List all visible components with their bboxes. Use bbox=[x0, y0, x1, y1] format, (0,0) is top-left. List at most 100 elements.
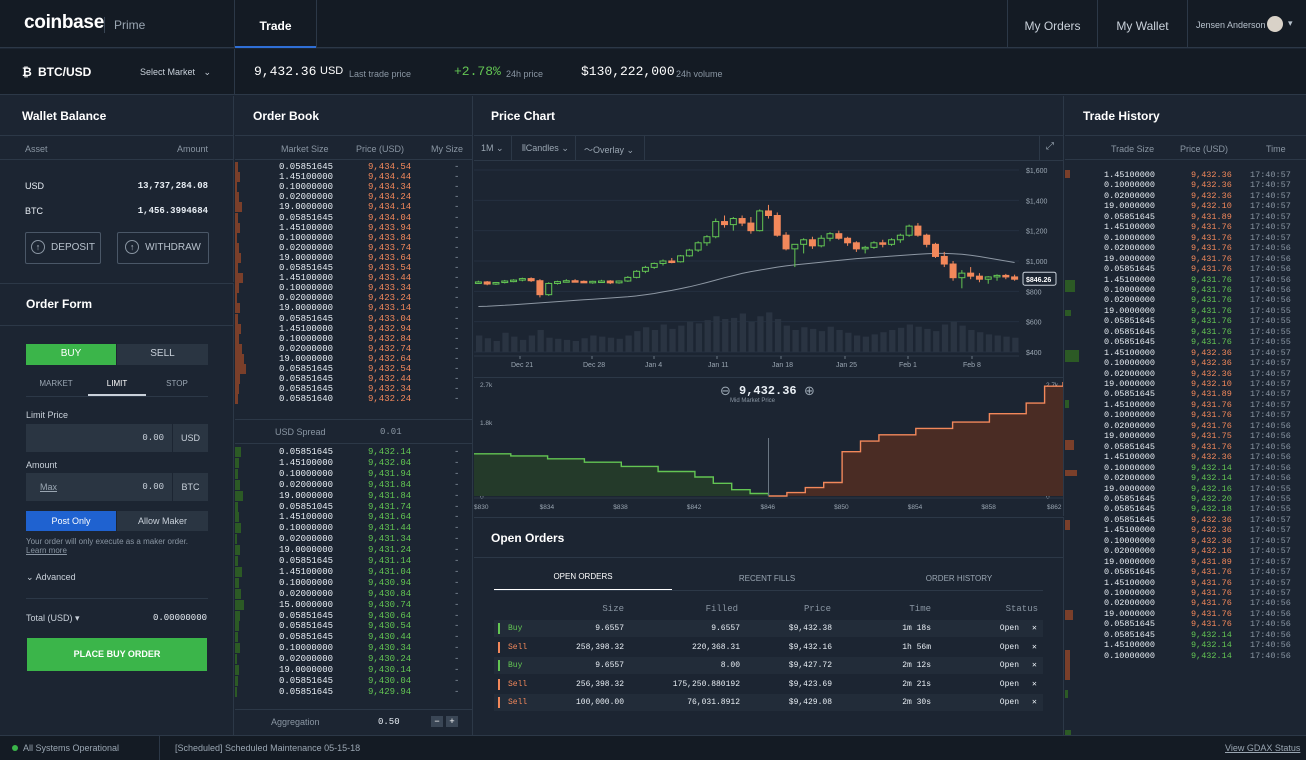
tab-recent-fills[interactable]: RECENT FILLS bbox=[738, 574, 796, 583]
ask-row[interactable]: 0.10000000 9,434.34 - bbox=[235, 182, 472, 193]
aggregation-increase-button[interactable]: + bbox=[446, 716, 458, 727]
bid-row[interactable]: 0.10000000 9,430.94 - bbox=[235, 578, 472, 589]
trade-row[interactable]: 0.02000000 9,432.36 17:40:57 bbox=[1065, 369, 1306, 380]
trade-row[interactable]: 1.45100000 9,432.36 17:40:57 bbox=[1065, 525, 1306, 536]
trade-row[interactable]: 0.10000000 9,432.14 17:40:56 bbox=[1065, 651, 1306, 662]
trade-row[interactable]: 0.05851645 9,432.14 17:40:56 bbox=[1065, 630, 1306, 641]
trade-row[interactable]: 0.05851645 9,431.76 17:40:56 bbox=[1065, 619, 1306, 630]
ask-row[interactable]: 0.05851640 9,432.24 - bbox=[235, 394, 472, 405]
avatar[interactable] bbox=[1267, 16, 1283, 32]
trade-row[interactable]: 0.02000000 9,431.76 17:40:56 bbox=[1065, 295, 1306, 306]
trade-row[interactable]: 19.0000000 9,431.76 17:40:56 bbox=[1065, 254, 1306, 265]
ask-row[interactable]: 0.05851645 9,434.04 - bbox=[235, 213, 472, 224]
bid-row[interactable]: 19.0000000 9,431.24 - bbox=[235, 545, 472, 556]
tab-open-orders[interactable]: OPEN ORDERS bbox=[494, 572, 672, 591]
open-order-row[interactable]: Buy 9.6557 8.00 $9,427.72 2m 12s Open ✕ bbox=[494, 657, 1043, 674]
trade-row[interactable]: 19.0000000 9,432.10 17:40:57 bbox=[1065, 201, 1306, 212]
trade-row[interactable]: 19.0000000 9,431.89 17:40:57 bbox=[1065, 557, 1306, 568]
bid-row[interactable]: 1.45100000 9,431.04 - bbox=[235, 567, 472, 578]
bid-row[interactable]: 0.05851645 9,430.04 - bbox=[235, 676, 472, 687]
trade-row[interactable]: 1.45100000 9,431.76 17:40:57 bbox=[1065, 400, 1306, 411]
trade-row[interactable]: 0.05851645 9,431.76 17:40:55 bbox=[1065, 327, 1306, 338]
bid-row[interactable]: 1.45100000 9,432.04 - bbox=[235, 458, 472, 469]
bid-row[interactable]: 0.05851645 9,430.44 - bbox=[235, 632, 472, 643]
ask-row[interactable]: 0.05851645 9,434.54 - bbox=[235, 162, 472, 173]
trade-row[interactable]: 0.02000000 9,432.14 17:40:56 bbox=[1065, 473, 1306, 484]
ask-row[interactable]: 19.0000000 9,432.64 - bbox=[235, 354, 472, 365]
trade-row[interactable]: 19.0000000 9,431.76 17:40:56 bbox=[1065, 609, 1306, 620]
ask-row[interactable]: 0.05851645 9,432.44 - bbox=[235, 374, 472, 385]
bid-row[interactable]: 0.10000000 9,430.34 - bbox=[235, 643, 472, 654]
expand-icon[interactable]: ⤢ bbox=[1046, 141, 1054, 152]
trade-row[interactable]: 0.02000000 9,432.16 17:40:57 bbox=[1065, 546, 1306, 557]
bid-row[interactable]: 19.0000000 9,431.84 - bbox=[235, 491, 472, 502]
coinbase-logo[interactable]: coinbase bbox=[24, 12, 104, 33]
sell-toggle[interactable]: SELL bbox=[117, 344, 208, 365]
close-icon[interactable]: ✕ bbox=[1032, 679, 1037, 689]
bid-row[interactable]: 0.05851045 9,431.74 - bbox=[235, 502, 472, 513]
bid-row[interactable]: 0.10000000 9,431.94 - bbox=[235, 469, 472, 480]
trade-row[interactable]: 0.10000000 9,432.36 17:40:57 bbox=[1065, 536, 1306, 547]
ask-row[interactable]: 1.45100000 9,433.44 - bbox=[235, 273, 472, 284]
bid-row[interactable]: 0.02000000 9,430.24 - bbox=[235, 654, 472, 665]
trade-row[interactable]: 1.45100000 9,432.14 17:40:56 bbox=[1065, 640, 1306, 651]
advanced-toggle[interactable]: ⌄ Advanced bbox=[26, 572, 76, 583]
close-icon[interactable]: ✕ bbox=[1032, 624, 1037, 633]
allow-maker-toggle[interactable]: Allow Maker bbox=[117, 511, 208, 531]
aggregation-decrease-button[interactable]: − bbox=[431, 716, 443, 727]
ask-row[interactable]: 0.05851645 9,433.54 - bbox=[235, 263, 472, 274]
ask-row[interactable]: 0.10000000 9,433.34 - bbox=[235, 283, 472, 294]
trade-row[interactable]: 0.05851645 9,431.76 17:40:56 bbox=[1065, 442, 1306, 453]
close-icon[interactable]: ✕ bbox=[1032, 661, 1037, 670]
open-order-row[interactable]: Buy 9.6557 9.6557 $9,432.38 1m 18s Open ✕ bbox=[494, 620, 1043, 637]
close-icon[interactable]: ✕ bbox=[1032, 642, 1037, 652]
ask-row[interactable]: 0.05851645 9,432.34 - bbox=[235, 384, 472, 395]
limit-price-input[interactable]: 0.00 bbox=[26, 424, 172, 452]
my-wallet-link[interactable]: My Wallet bbox=[1116, 19, 1169, 33]
bid-row[interactable]: 1.45100000 9,431.64 - bbox=[235, 512, 472, 523]
zoom-in-icon[interactable]: ⊕ bbox=[804, 383, 815, 398]
trade-row[interactable]: 0.05851645 9,431.76 17:40:55 bbox=[1065, 337, 1306, 348]
ask-row[interactable]: 0.02000000 9,434.24 - bbox=[235, 192, 472, 203]
trade-row[interactable]: 0.10000000 9,431.76 17:40:57 bbox=[1065, 233, 1306, 244]
trade-row[interactable]: 1.45100000 9,431.76 17:40:57 bbox=[1065, 222, 1306, 233]
interval-select[interactable]: 1M ⌄ bbox=[481, 143, 504, 154]
gdax-status-link[interactable]: View GDAX Status bbox=[1225, 743, 1301, 753]
bid-row[interactable]: 0.05851645 9,432.14 - bbox=[235, 447, 472, 458]
trade-row[interactable]: 19.0000000 9,432.16 17:40:55 bbox=[1065, 484, 1306, 495]
trade-row[interactable]: 0.10000000 9,431.76 17:40:57 bbox=[1065, 410, 1306, 421]
bid-row[interactable]: 0.05851645 9,430.64 - bbox=[235, 611, 472, 622]
open-order-row[interactable]: Sell 258,398.32 220,368.31 $9,432.16 1h 56m O… bbox=[494, 639, 1043, 656]
open-order-row[interactable]: Sell 100,000.00 76,031.8912 $9,429.08 2m 30s… bbox=[494, 694, 1043, 711]
trade-row[interactable]: 0.10000000 9,431.76 17:40:56 bbox=[1065, 285, 1306, 296]
ask-row[interactable]: 1.45100000 9,434.44 - bbox=[235, 172, 472, 183]
trade-row[interactable]: 0.05851645 9,432.18 17:40:55 bbox=[1065, 504, 1306, 515]
ask-row[interactable]: 19.0000000 9,433.64 - bbox=[235, 253, 472, 264]
trade-row[interactable]: 19.0000000 9,432.10 17:40:57 bbox=[1065, 379, 1306, 390]
bid-row[interactable]: 0.05851645 9,429.94 - bbox=[235, 687, 472, 698]
tab-stop[interactable]: STOP bbox=[166, 379, 188, 388]
amount-input[interactable]: Max 0.00 bbox=[26, 473, 172, 501]
bid-row[interactable]: 0.05851645 9,431.14 - bbox=[235, 556, 472, 567]
trade-row[interactable]: 0.05851645 9,432.20 17:40:55 bbox=[1065, 494, 1306, 505]
trade-row[interactable]: 0.10000000 9,431.76 17:40:57 bbox=[1065, 588, 1306, 599]
trade-row[interactable]: 0.10000000 9,432.36 17:40:57 bbox=[1065, 358, 1306, 369]
trade-row[interactable]: 1.45100000 9,432.36 17:40:56 bbox=[1065, 452, 1306, 463]
bid-row[interactable]: 0.02000000 9,430.84 - bbox=[235, 589, 472, 600]
learn-more-link[interactable]: Learn more bbox=[26, 546, 67, 555]
tab-market[interactable]: MARKET bbox=[39, 379, 73, 388]
ask-row[interactable]: 19.0000000 9,433.14 - bbox=[235, 303, 472, 314]
tab-trade[interactable]: Trade bbox=[235, 0, 316, 48]
maintenance-notice[interactable]: [Scheduled] Scheduled Maintenance 05-15-… bbox=[175, 743, 361, 753]
trade-row[interactable]: 0.10000000 9,432.36 17:40:57 bbox=[1065, 180, 1306, 191]
open-order-row[interactable]: Sell 256,398.32 175,250.880192 $9,423.69 2m … bbox=[494, 676, 1043, 693]
place-buy-order-button[interactable]: PLACE BUY ORDER bbox=[27, 638, 207, 671]
trade-row[interactable]: 1.45100000 9,431.76 17:40:57 bbox=[1065, 578, 1306, 589]
ask-row[interactable]: 0.02000000 9,433.74 - bbox=[235, 243, 472, 254]
overlay-select[interactable]: 〜Overlay ⌄ bbox=[584, 143, 634, 156]
trade-row[interactable]: 0.10000000 9,432.14 17:40:56 bbox=[1065, 463, 1306, 474]
trade-row[interactable]: 0.05851645 9,431.76 17:40:57 bbox=[1065, 567, 1306, 578]
trade-row[interactable]: 0.05851645 9,432.36 17:40:57 bbox=[1065, 515, 1306, 526]
ask-row[interactable]: 1.45100000 9,433.94 - bbox=[235, 223, 472, 234]
ask-row[interactable]: 19.0000000 9,434.14 - bbox=[235, 202, 472, 213]
